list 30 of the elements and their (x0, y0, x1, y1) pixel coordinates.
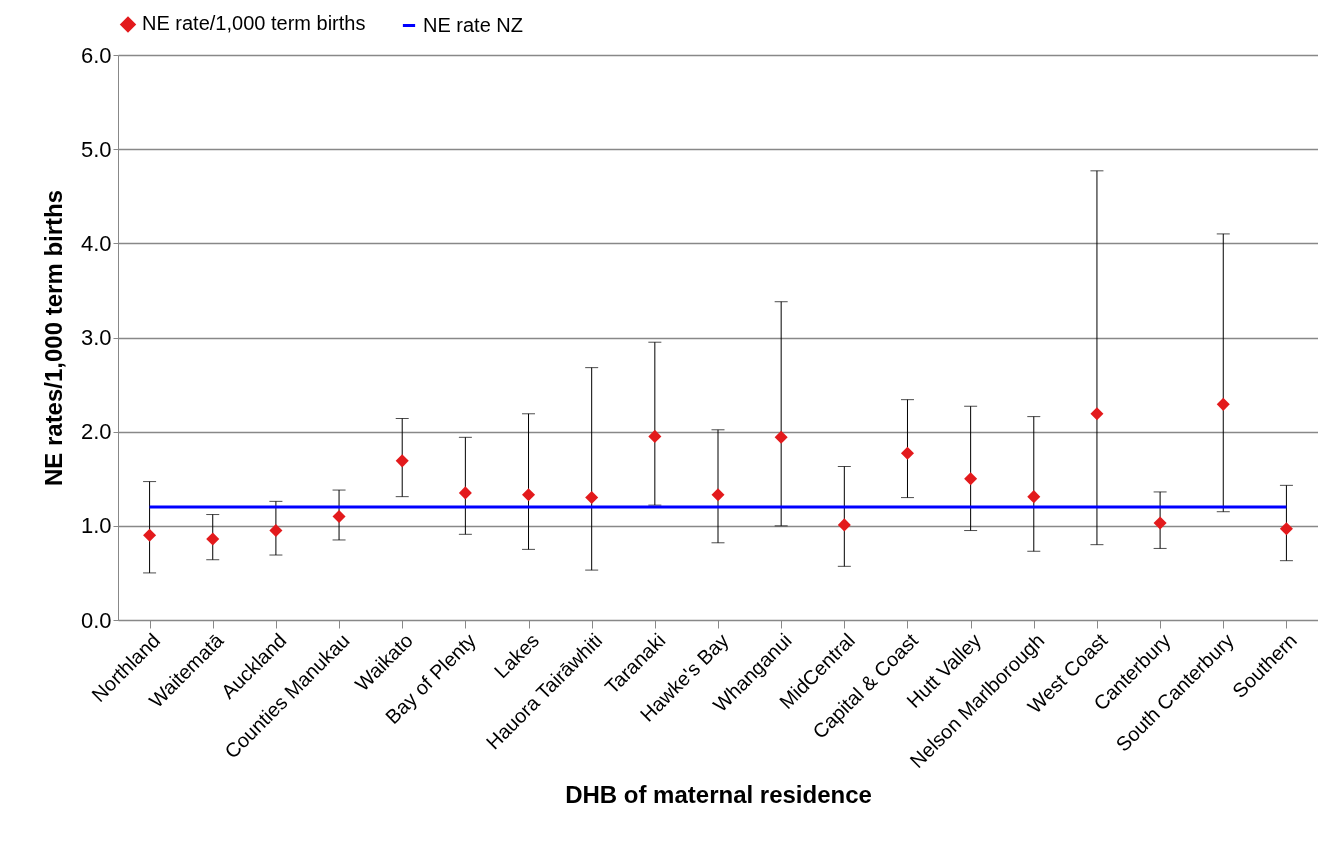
point (837, 518, 851, 532)
point (206, 532, 220, 546)
y-axis-title: NE rates/1,000 term births (39, 189, 67, 487)
point (585, 491, 599, 505)
point (395, 454, 409, 468)
y-tick-label: 1.0 (80, 513, 112, 539)
legend-label: NE rate NZ (423, 13, 524, 36)
point (1216, 397, 1230, 411)
point (269, 524, 283, 538)
y-tick-label: 3.0 (80, 325, 112, 350)
point (522, 488, 536, 502)
point (900, 446, 914, 460)
point (143, 528, 157, 542)
point (1090, 407, 1104, 421)
y-tick-label: 5.0 (80, 136, 112, 162)
y-tick-label: 2.0 (80, 419, 112, 445)
point (711, 488, 725, 502)
legend-label: NE rate/1,000 term births (142, 12, 366, 35)
point (1027, 490, 1041, 504)
point (332, 509, 346, 523)
point (458, 486, 472, 500)
x-axis-title: DHB of maternal residence (565, 780, 872, 808)
point (1279, 522, 1293, 536)
point (774, 430, 788, 444)
y-tick-label: 0.0 (80, 607, 112, 633)
point (964, 472, 978, 486)
point (648, 429, 662, 443)
y-tick-label: 4.0 (80, 230, 112, 256)
point (1153, 516, 1167, 530)
y-tick-label: 6.0 (80, 42, 112, 68)
